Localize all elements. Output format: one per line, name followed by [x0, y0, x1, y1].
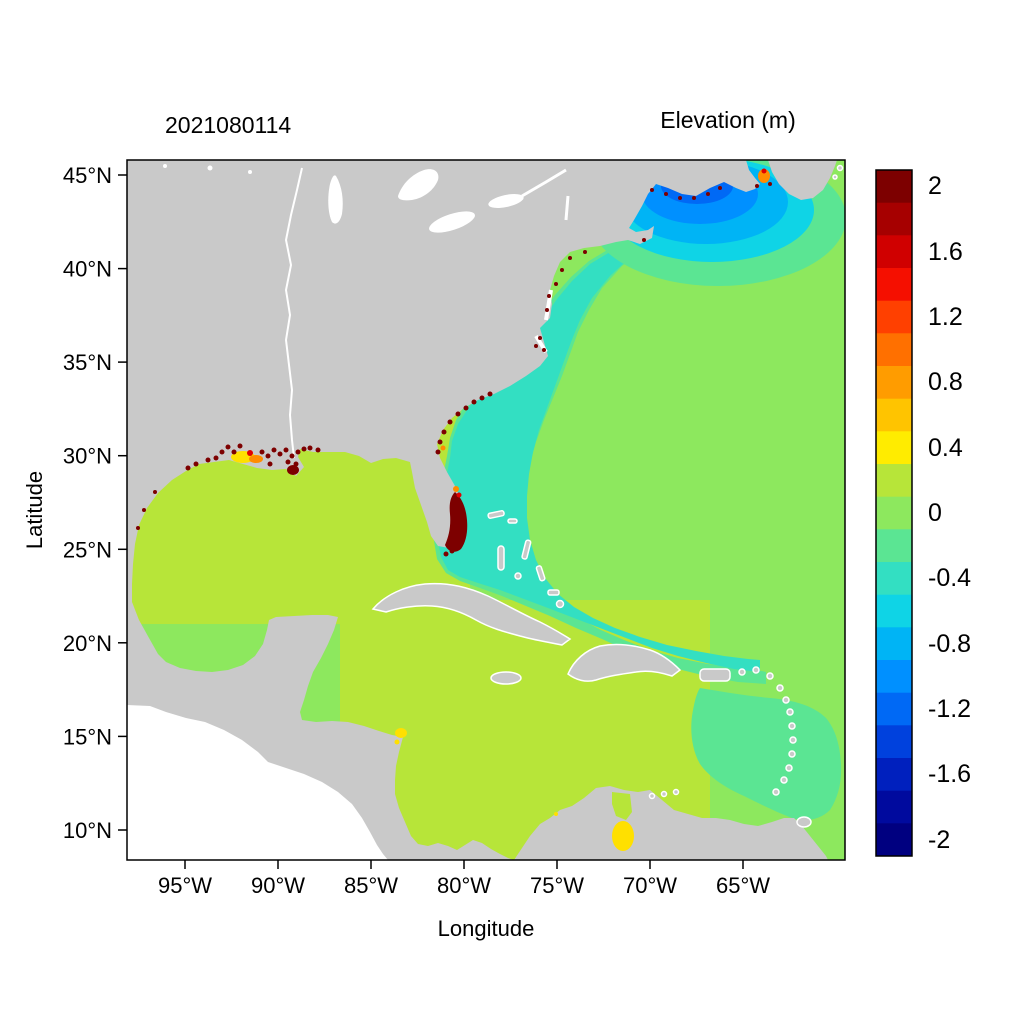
jacksonville-orange-dot — [440, 445, 446, 451]
colorbar-band — [876, 235, 912, 269]
south-america-land — [514, 786, 828, 860]
colorbar-tick-label: -1.2 — [928, 695, 971, 723]
colorbar-band — [876, 464, 912, 497]
y-tick-label: 45°N — [63, 163, 112, 188]
y-tick-label: 40°N — [63, 257, 112, 282]
colorbar-band — [876, 398, 912, 432]
fundy-orange-spot — [758, 169, 770, 183]
colorbar-band — [876, 660, 912, 693]
colorbar: 2 1.6 1.2 0.8 0.4 0 -0.4 -0.8 -1.2 -1.6 … — [875, 169, 971, 857]
x-tick-label: 85°W — [344, 873, 398, 898]
x-axis-label: Longitude — [438, 916, 535, 941]
florida-red-dot — [456, 492, 462, 498]
plot-frame — [126, 159, 846, 861]
puerto-rico-island — [699, 668, 731, 682]
lake-maracaibo-hotspot — [612, 821, 634, 851]
colorbar-tick-label: 1.6 — [928, 238, 963, 266]
colorbar-tick-label: 2 — [928, 172, 942, 200]
florida-maroon-blob — [445, 492, 468, 552]
colorbar-band — [876, 268, 912, 301]
bahamas-islands — [487, 510, 565, 609]
lake-michigan — [328, 175, 343, 224]
islands — [371, 164, 844, 828]
colorbar-band — [876, 431, 912, 465]
colorbar-band — [876, 627, 912, 661]
colorbar-tick-labels: 2 1.6 1.2 0.8 0.4 0 -0.4 -0.8 -1.2 -1.6 … — [928, 172, 971, 854]
honduras-yellow-spot — [394, 728, 558, 816]
land-masses — [127, 160, 837, 860]
lesser-antilles-islands — [648, 164, 844, 828]
cuba-island — [371, 582, 572, 646]
colorbar-tick-label: 0.8 — [928, 368, 963, 396]
louisiana-hotspots — [136, 443, 321, 530]
colorbar-tick-label: 0.4 — [928, 434, 963, 462]
y-tick-label: 10°N — [63, 818, 112, 843]
y-tick-label: 25°N — [63, 537, 112, 562]
x-tick-label: 70°W — [623, 873, 677, 898]
gulf-of-venezuela — [612, 792, 632, 820]
colorbar-band — [876, 692, 912, 726]
north-america-land — [127, 160, 760, 860]
colorbar-band — [876, 758, 912, 791]
colorbar-band — [876, 202, 912, 236]
colorbar-band — [876, 170, 912, 203]
florida-orange-dot — [453, 486, 459, 492]
colorbar-title: Elevation (m) — [660, 107, 795, 133]
axis-ticks — [118, 174, 744, 869]
fundy-red-dot — [761, 168, 767, 174]
y-tick-label: 30°N — [63, 444, 112, 469]
x-tick-label: 75°W — [530, 873, 584, 898]
east-coast-maroon-specks — [435, 182, 772, 455]
eastern-caribbean-mint — [691, 688, 842, 820]
x-tick-label: 80°W — [437, 873, 491, 898]
colorbar-band — [876, 823, 912, 856]
lake-erie — [429, 211, 475, 233]
colorbar-tick-label: -0.8 — [928, 630, 971, 658]
lakes-and-rivers — [163, 164, 570, 459]
louisiana-maroon-specks — [136, 443, 321, 530]
x-tick-label: 90°W — [251, 873, 305, 898]
y-axis-label: Latitude — [22, 471, 47, 549]
mississippi-river — [284, 167, 303, 459]
colorbar-band — [876, 496, 912, 530]
x-axis-tick-labels: 95°W 90°W 85°W 80°W 75°W 70°W 65°W — [158, 873, 770, 898]
x-tick-label: 65°W — [716, 873, 770, 898]
louisiana-orange-patch — [249, 455, 263, 463]
colorbar-tick-label: -2 — [928, 826, 950, 854]
x-tick-label: 95°W — [158, 873, 212, 898]
colorbar-band — [876, 333, 912, 367]
jamaica-island — [490, 671, 522, 685]
colorbar-tick-label: -1.6 — [928, 760, 971, 788]
colorbar-band — [876, 725, 912, 759]
colorbar-band — [876, 300, 912, 334]
lake-champlain — [564, 195, 570, 221]
louisiana-red-dot — [247, 450, 253, 456]
map-area — [127, 160, 845, 860]
colorbar-band — [876, 594, 912, 628]
nova-scotia-land — [768, 160, 837, 200]
colorbar-band — [876, 366, 912, 399]
colorbar-band — [876, 562, 912, 595]
colorbar-tick-label: 1.2 — [928, 303, 963, 331]
y-axis-tick-labels: 45°N 40°N 35°N 30°N 25°N 20°N 15°N 10°N — [63, 163, 112, 843]
y-tick-label: 20°N — [63, 631, 112, 656]
st-lawrence-river — [521, 168, 567, 198]
bay-of-fundy-hotspot — [758, 168, 770, 183]
lake-ontario — [488, 194, 524, 208]
colorbar-band — [876, 529, 912, 563]
colorbar-band — [876, 790, 912, 824]
southeast-florida-hotspot — [443, 486, 468, 557]
colorbar-frame — [875, 169, 913, 857]
y-tick-label: 15°N — [63, 724, 112, 749]
lake-huron — [398, 169, 439, 201]
run-timestamp-title: 2021080114 — [165, 112, 291, 138]
y-tick-label: 35°N — [63, 350, 112, 375]
colorbar-tick-label: -0.4 — [928, 564, 971, 592]
hispaniola-island — [567, 643, 682, 682]
pacific-outside-domain — [127, 705, 388, 860]
colorbar-tick-label: 0 — [928, 499, 942, 527]
